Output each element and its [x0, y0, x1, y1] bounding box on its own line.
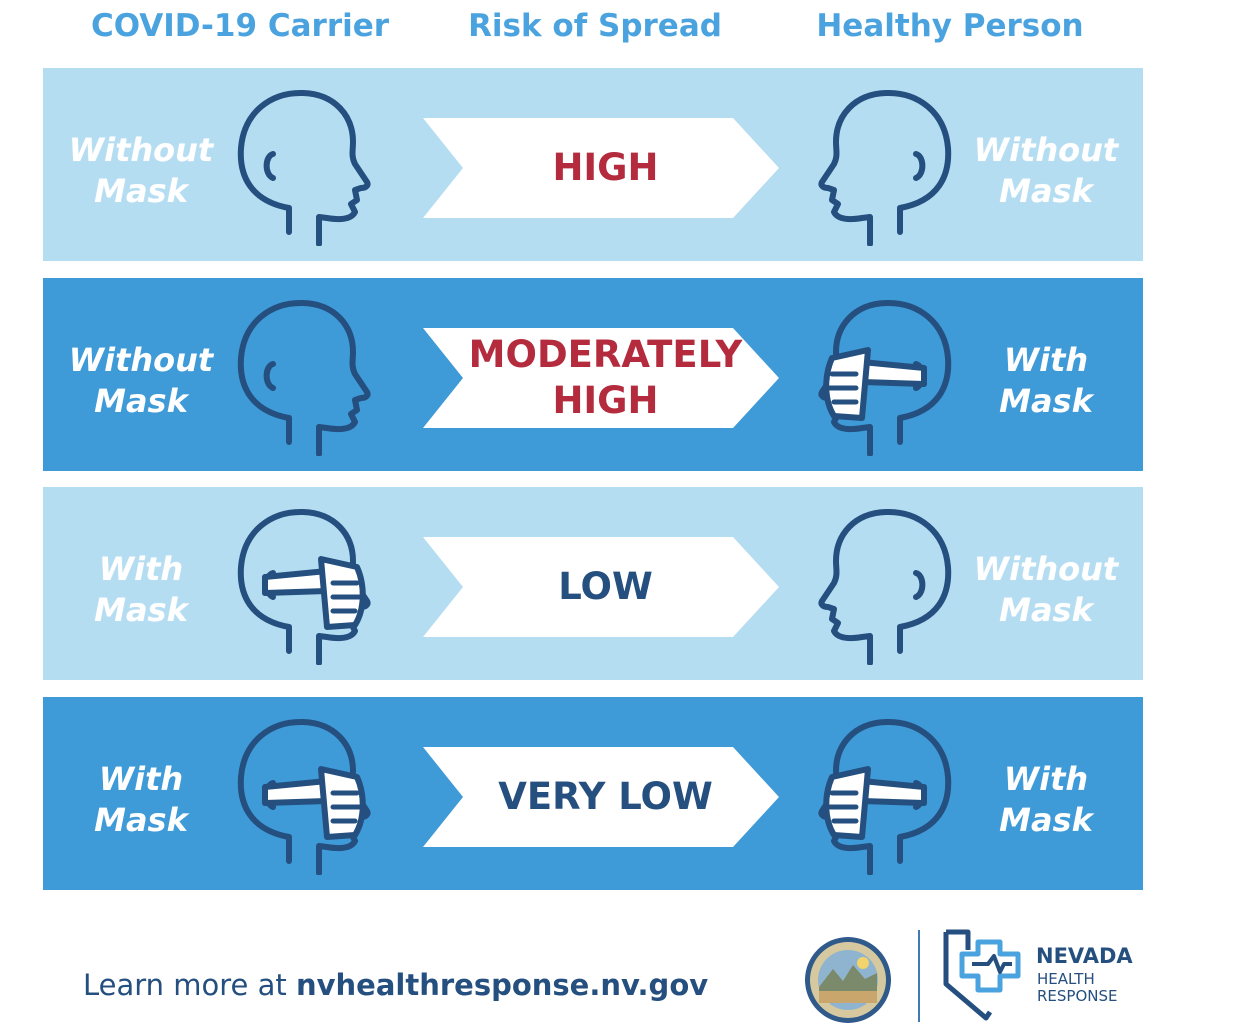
risk-level: LOW	[558, 565, 653, 608]
healthy-mask-status: With Mask	[999, 341, 1093, 420]
risk-row-high: Without Mask HIGH Without Mask	[43, 68, 1143, 261]
footer-learn-more: Learn more at nvhealthresponse.nv.gov	[83, 968, 708, 1010]
carrier-mask-status: With Mask	[94, 550, 188, 629]
footer-prefix: Learn more at	[83, 968, 296, 1002]
nevada-health-logo-icon	[943, 929, 1021, 1021]
healthy-mask-status: Without Mask	[973, 131, 1119, 210]
logo-divider	[918, 930, 920, 1022]
risk-level: VERY LOW	[498, 775, 713, 818]
logo-line-health: HEALTH	[1037, 970, 1095, 988]
risk-column-header: Risk of Spread	[468, 8, 722, 44]
arrow-icon	[423, 118, 779, 218]
healthy-mask-status: Without Mask	[973, 550, 1119, 629]
healthy-head-icon	[818, 86, 958, 246]
risk-row-low: With Mask LOW Without Mask	[43, 487, 1143, 680]
carrier-mask-status: With Mask	[94, 760, 188, 839]
arrow-icon	[423, 747, 779, 847]
risk-level: MODERATELY HIGH	[468, 333, 743, 422]
risk-row-very-low: With Mask VERY LOW With Mask	[43, 697, 1143, 890]
carrier-masked-head-icon	[231, 715, 371, 875]
healthy-head-icon	[818, 505, 958, 665]
healthy-masked-head-icon	[818, 296, 958, 456]
carrier-head-icon	[231, 296, 371, 456]
state-seal-icon	[805, 937, 891, 1023]
carrier-head-icon	[231, 86, 371, 246]
footer-url-link[interactable]: nvhealthresponse.nv.gov	[295, 968, 709, 1002]
carrier-column-header: COVID-19 Carrier	[90, 8, 390, 44]
logo-line-response: RESPONSE	[1037, 987, 1118, 1005]
healthy-mask-status: With Mask	[999, 760, 1093, 839]
arrow-icon	[423, 537, 779, 637]
carrier-masked-head-icon	[231, 505, 371, 665]
arrow-icon	[423, 328, 779, 428]
healthy-column-header: Healthy Person	[816, 8, 1084, 44]
carrier-mask-status: Without Mask	[68, 131, 214, 210]
logo-line-nevada: NEVADA	[1036, 944, 1133, 968]
risk-level: HIGH	[552, 146, 659, 189]
carrier-mask-status: Without Mask	[68, 341, 214, 420]
risk-row-moderately-high: Without Mask MODERATELY HIGH With Mask	[43, 278, 1143, 471]
healthy-masked-head-icon	[818, 715, 958, 875]
